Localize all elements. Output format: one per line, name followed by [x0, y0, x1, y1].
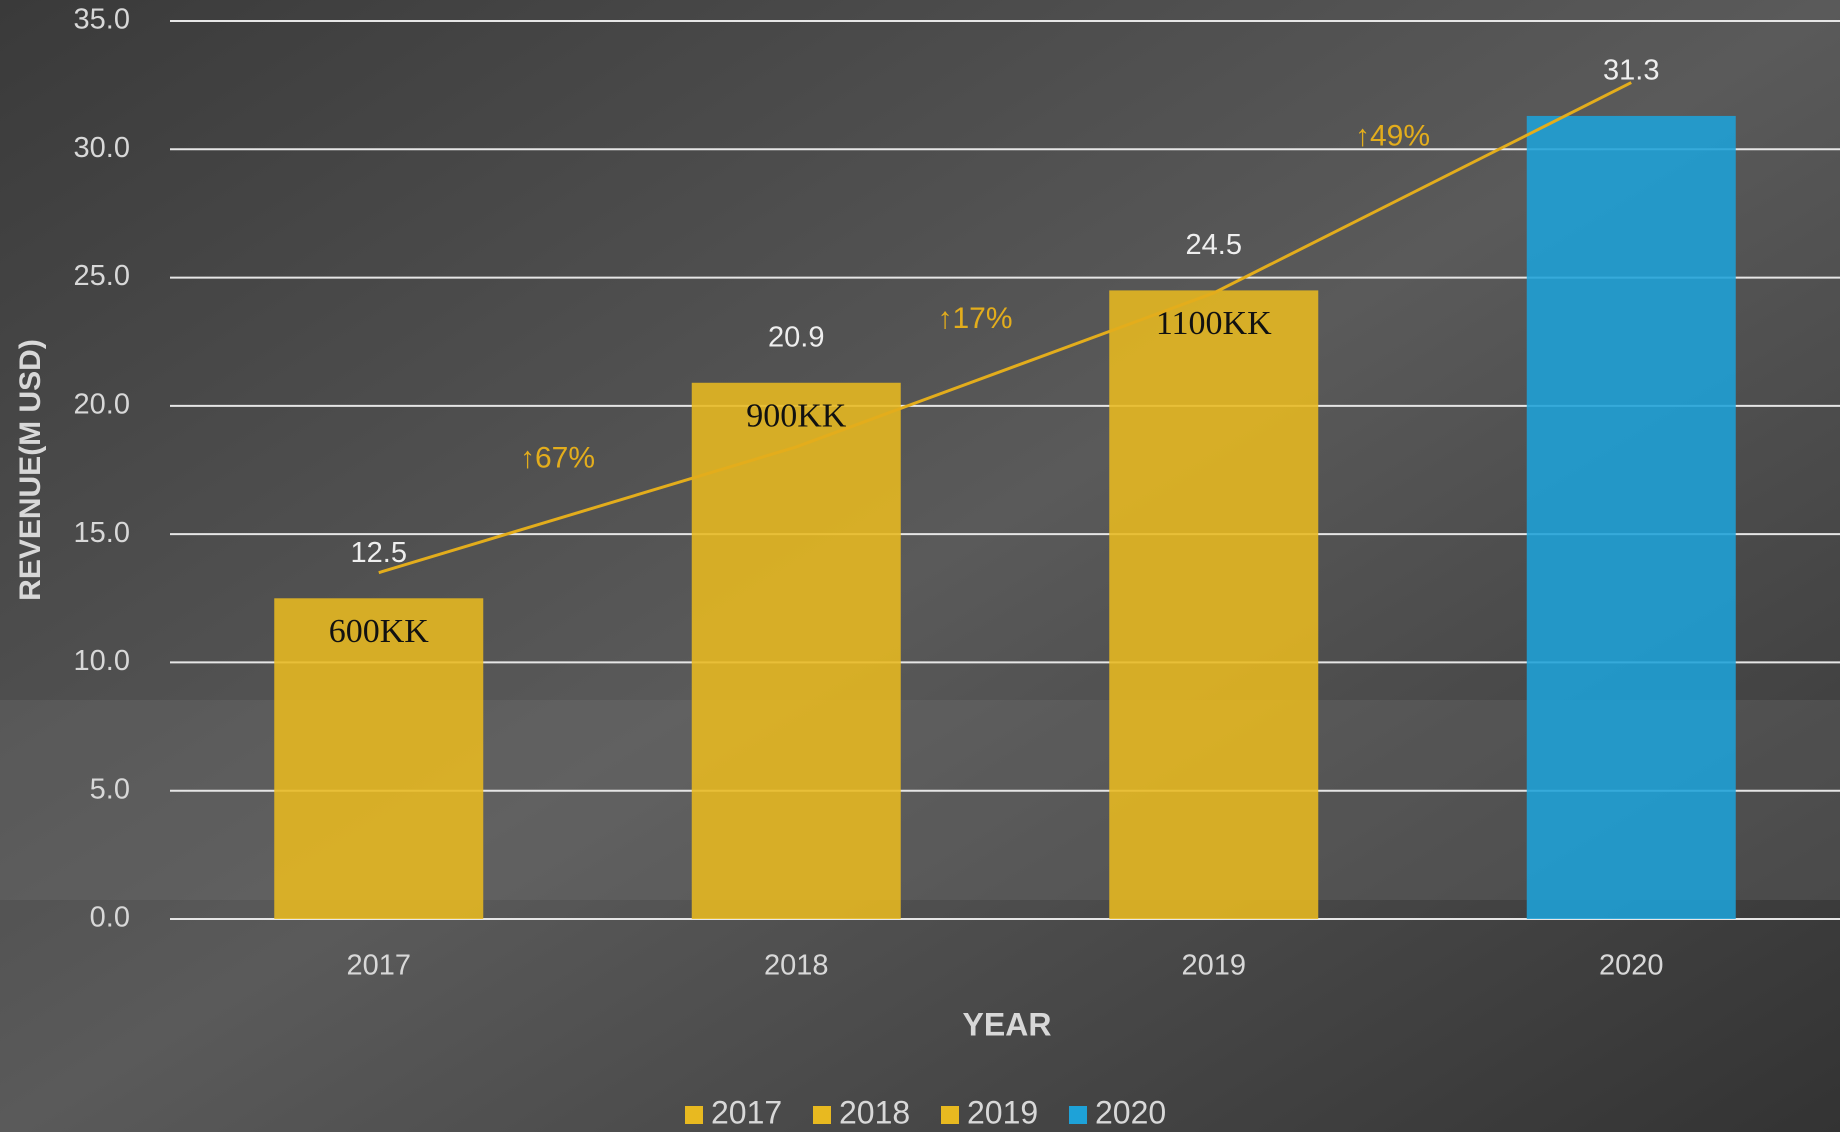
growth-label: ↑67% — [520, 442, 595, 475]
legend-swatch — [685, 1106, 703, 1124]
bar-label: 900KK — [746, 398, 847, 435]
growth-label: ↑49% — [1355, 120, 1430, 153]
y-tick-label: 5.0 — [90, 773, 130, 805]
bar — [1527, 116, 1736, 919]
value-label: 20.9 — [768, 321, 824, 353]
bar-label: 1100KK — [1156, 305, 1272, 342]
y-tick-label: 25.0 — [74, 260, 130, 292]
legend-label: 2019 — [967, 1094, 1038, 1130]
bar — [1109, 290, 1318, 919]
x-tick-label: 2019 — [1181, 950, 1246, 982]
y-axis-label: REVENUE(M USD) — [14, 339, 47, 601]
growth-label: ↑17% — [937, 302, 1012, 335]
legend-swatch — [813, 1106, 831, 1124]
x-axis-label: YEAR — [963, 1006, 1052, 1042]
value-label: 12.5 — [351, 537, 407, 569]
value-label: 31.3 — [1603, 55, 1659, 87]
legend-swatch — [1069, 1106, 1087, 1124]
x-tick-label: 2018 — [764, 950, 829, 982]
x-tick-label: 2017 — [346, 950, 411, 982]
legend-label: 2018 — [839, 1094, 910, 1130]
bar — [692, 383, 901, 919]
y-tick-label: 0.0 — [90, 902, 130, 934]
y-tick-label: 30.0 — [74, 132, 130, 164]
legend-swatch — [941, 1106, 959, 1124]
y-tick-label: 10.0 — [74, 645, 130, 677]
y-tick-label: 35.0 — [74, 4, 130, 36]
chart: REVENUE(M USD) YEAR 0.0 5.0 10.0 15.0 20.0 25… — [0, 0, 1840, 1132]
value-label: 24.5 — [1186, 229, 1242, 261]
y-tick-label: 15.0 — [74, 517, 130, 549]
x-tick-label: 2020 — [1599, 950, 1664, 982]
bar-label: 600KK — [329, 613, 430, 650]
legend-label: 2017 — [711, 1094, 782, 1130]
y-tick-label: 20.0 — [74, 389, 130, 421]
legend-label: 2020 — [1095, 1094, 1166, 1130]
